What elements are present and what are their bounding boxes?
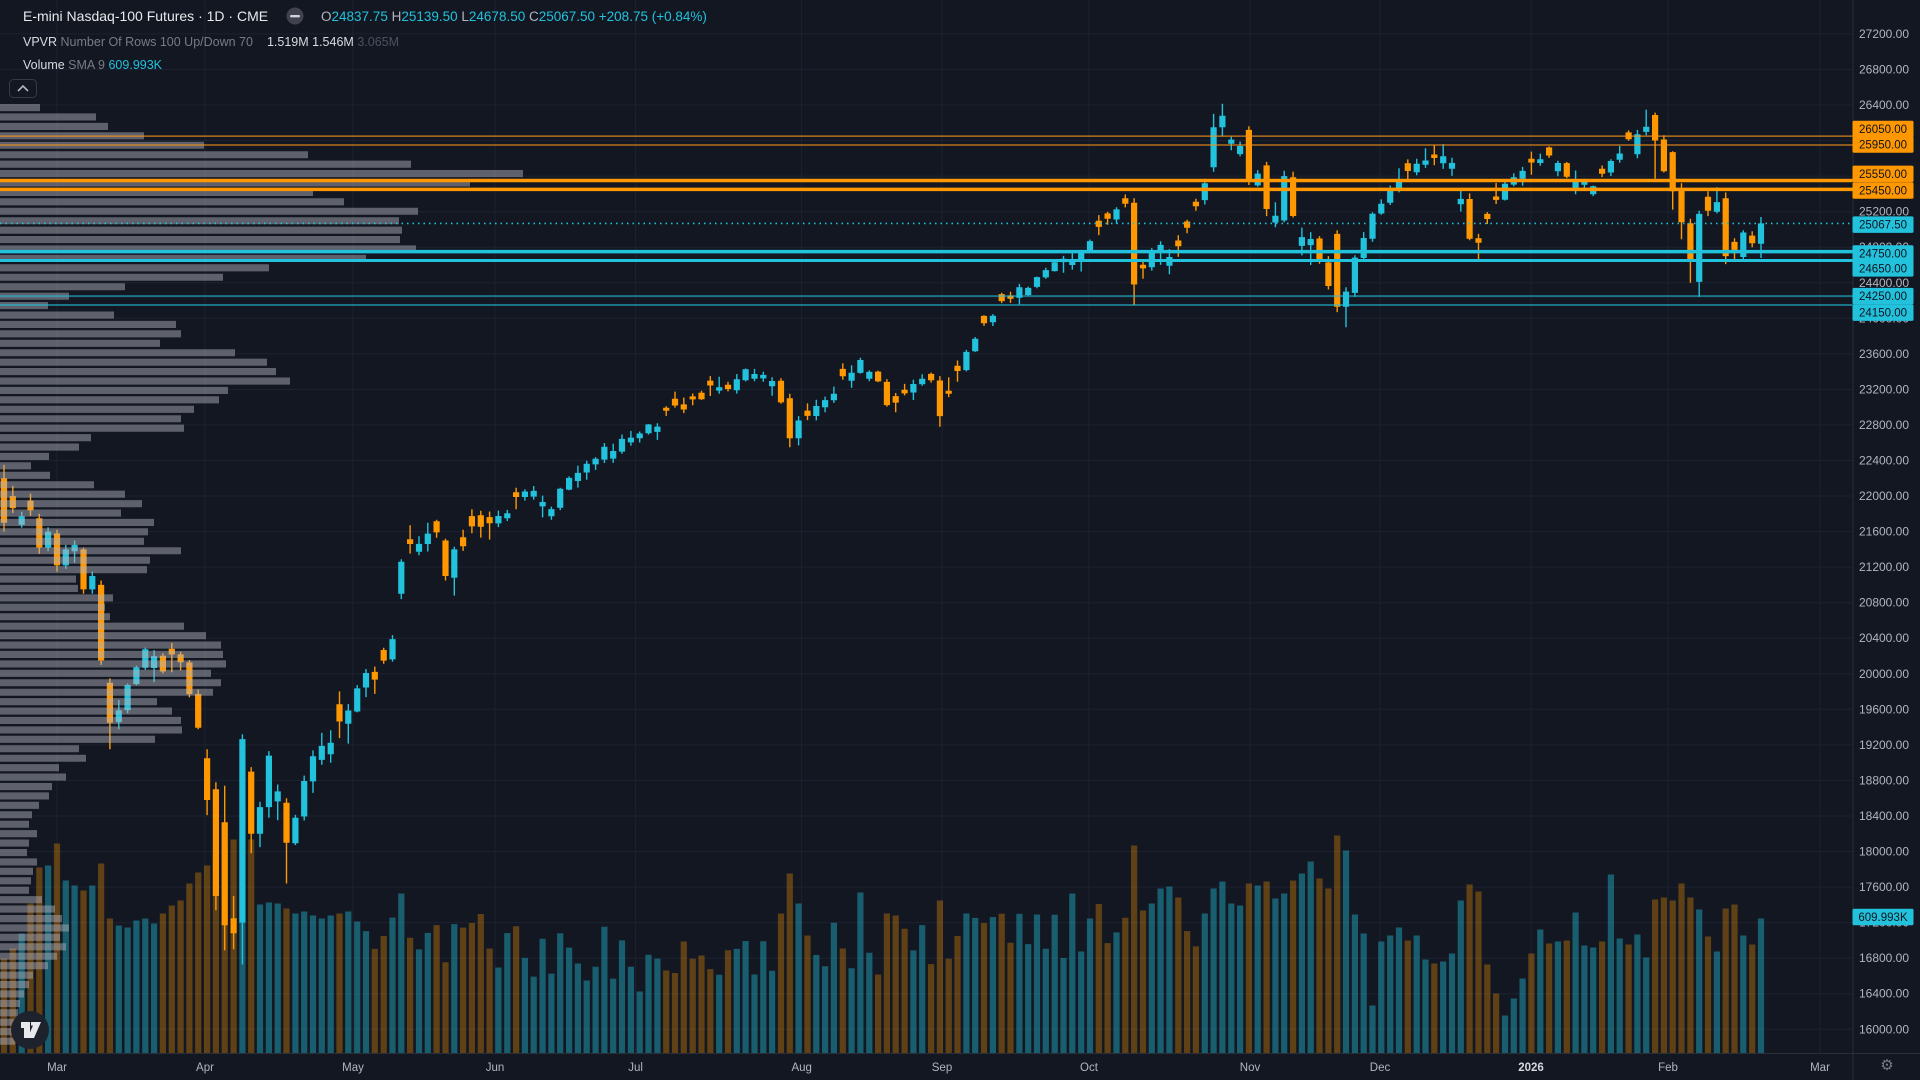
svg-text:24150.00: 24150.00 bbox=[1859, 308, 1907, 320]
svg-text:E-mini Nasdaq-100 Futures · 1D: E-mini Nasdaq-100 Futures · 1D · CME bbox=[23, 8, 268, 24]
svg-text:Jul: Jul bbox=[628, 1062, 643, 1074]
svg-text:21200.00: 21200.00 bbox=[1859, 560, 1909, 574]
svg-text:25067.50: 25067.50 bbox=[1859, 220, 1907, 232]
svg-text:Mar: Mar bbox=[1810, 1062, 1830, 1074]
svg-text:25450.00: 25450.00 bbox=[1859, 185, 1907, 197]
svg-text:26050.00: 26050.00 bbox=[1859, 124, 1907, 136]
svg-text:16400.00: 16400.00 bbox=[1859, 987, 1909, 1001]
svg-text:20400.00: 20400.00 bbox=[1859, 631, 1909, 645]
svg-text:26800.00: 26800.00 bbox=[1859, 62, 1909, 76]
svg-text:Aug: Aug bbox=[791, 1062, 811, 1074]
svg-text:609.993K: 609.993K bbox=[1858, 912, 1908, 924]
svg-text:23200.00: 23200.00 bbox=[1859, 382, 1909, 396]
svg-text:18800.00: 18800.00 bbox=[1859, 773, 1909, 787]
svg-text:Dec: Dec bbox=[1370, 1062, 1391, 1074]
svg-text:22000.00: 22000.00 bbox=[1859, 489, 1909, 503]
svg-text:24250.00: 24250.00 bbox=[1859, 291, 1907, 303]
svg-text:⚙: ⚙ bbox=[1880, 1057, 1893, 1074]
svg-text:18400.00: 18400.00 bbox=[1859, 809, 1909, 823]
svg-text:24400.00: 24400.00 bbox=[1859, 276, 1909, 290]
svg-text:O24837.75 H25139.50 L24678.50: O24837.75 H25139.50 L24678.50 C25067.50 … bbox=[321, 9, 707, 24]
svg-text:18000.00: 18000.00 bbox=[1859, 845, 1909, 859]
svg-text:26400.00: 26400.00 bbox=[1859, 98, 1909, 112]
svg-text:Nov: Nov bbox=[1240, 1062, 1261, 1074]
svg-text:17600.00: 17600.00 bbox=[1859, 880, 1909, 894]
svg-text:22400.00: 22400.00 bbox=[1859, 454, 1909, 468]
svg-text:24650.00: 24650.00 bbox=[1859, 263, 1907, 275]
svg-text:21600.00: 21600.00 bbox=[1859, 525, 1909, 539]
svg-text:VPVR Number Of Rows 100 Up/Dow: VPVR Number Of Rows 100 Up/Down 70 1.519M… bbox=[23, 35, 399, 49]
svg-text:25550.00: 25550.00 bbox=[1859, 169, 1907, 181]
svg-text:19200.00: 19200.00 bbox=[1859, 738, 1909, 752]
svg-text:24750.00: 24750.00 bbox=[1859, 249, 1907, 261]
svg-text:25200.00: 25200.00 bbox=[1859, 205, 1909, 219]
svg-text:22800.00: 22800.00 bbox=[1859, 418, 1909, 432]
svg-text:Volume SMA 9 609.993K: Volume SMA 9 609.993K bbox=[23, 58, 163, 72]
svg-text:19600.00: 19600.00 bbox=[1859, 702, 1909, 716]
svg-text:Apr: Apr bbox=[196, 1062, 214, 1074]
svg-text:Mar: Mar bbox=[47, 1062, 67, 1074]
svg-text:20800.00: 20800.00 bbox=[1859, 596, 1909, 610]
svg-text:Oct: Oct bbox=[1080, 1062, 1099, 1074]
svg-text:23600.00: 23600.00 bbox=[1859, 347, 1909, 361]
svg-text:2026: 2026 bbox=[1518, 1062, 1544, 1074]
svg-text:27200.00: 27200.00 bbox=[1859, 27, 1909, 41]
svg-text:Sep: Sep bbox=[932, 1062, 952, 1074]
svg-text:Feb: Feb bbox=[1658, 1062, 1678, 1074]
svg-text:May: May bbox=[342, 1062, 364, 1074]
svg-text:25950.00: 25950.00 bbox=[1859, 139, 1907, 151]
svg-text:Jun: Jun bbox=[486, 1062, 505, 1074]
svg-text:20000.00: 20000.00 bbox=[1859, 667, 1909, 681]
svg-text:16800.00: 16800.00 bbox=[1859, 951, 1909, 965]
svg-text:16000.00: 16000.00 bbox=[1859, 1022, 1909, 1036]
